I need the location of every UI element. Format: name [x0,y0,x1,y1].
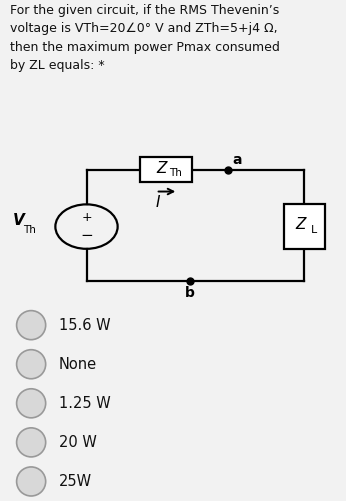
Text: +: + [81,211,92,224]
Text: I: I [155,195,160,210]
Text: 20 W: 20 W [59,435,97,450]
Text: 1.25 W: 1.25 W [59,396,111,411]
Text: 15.6 W: 15.6 W [59,318,110,333]
Ellipse shape [17,311,46,340]
Text: Z: Z [157,161,167,175]
Text: L: L [311,225,317,235]
FancyBboxPatch shape [140,157,192,182]
FancyBboxPatch shape [284,204,325,249]
Text: a: a [232,153,242,167]
Text: Th: Th [23,225,36,235]
Text: Th: Th [169,168,182,178]
Ellipse shape [17,428,46,457]
Text: For the given circuit, if the RMS Thevenin’s
voltage is VTh=20∠0° V and ZTh=5+j4: For the given circuit, if the RMS Theven… [10,4,280,73]
Text: None: None [59,357,97,372]
Text: 25W: 25W [59,474,92,489]
Text: b: b [185,286,195,300]
Text: Z: Z [296,217,306,232]
Text: −: − [80,228,93,243]
Ellipse shape [17,389,46,418]
Ellipse shape [17,467,46,496]
Text: V: V [13,213,25,228]
Ellipse shape [17,350,46,379]
